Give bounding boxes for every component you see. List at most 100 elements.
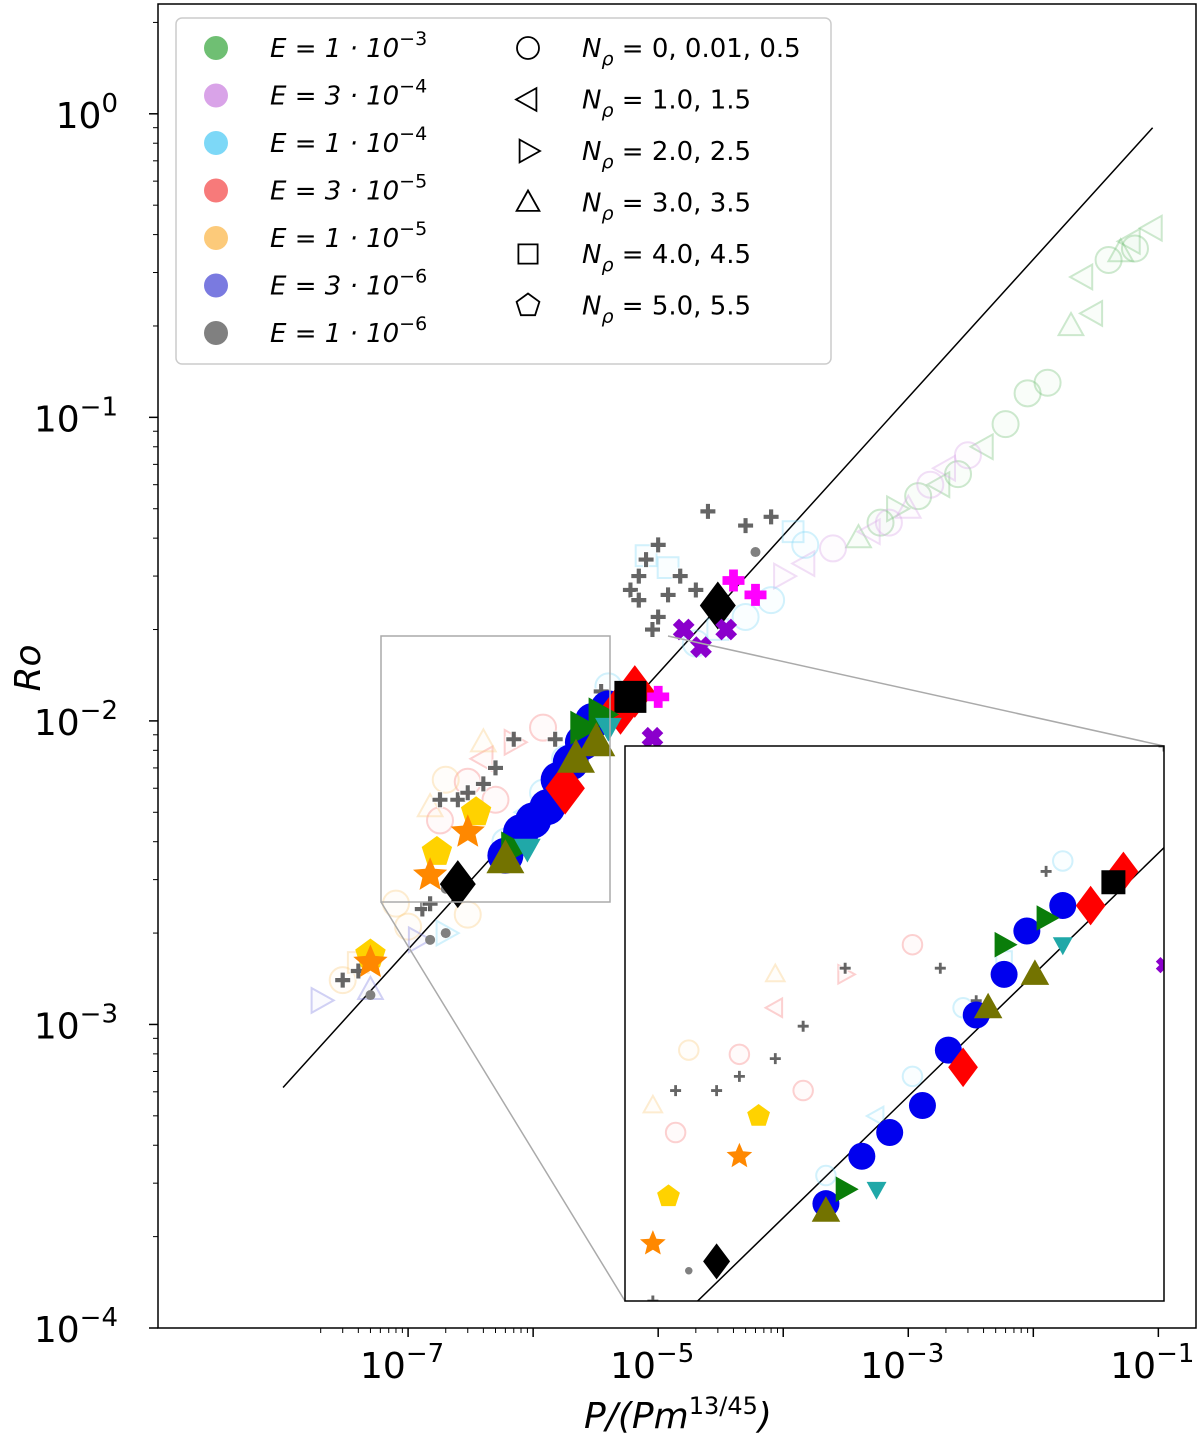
zoom-connector-top xyxy=(667,635,1165,747)
inset-point-e-1e-4-11 xyxy=(815,1164,837,1187)
data-point-magenta-1 xyxy=(744,583,767,606)
inset-series-olive xyxy=(811,959,1050,1222)
data-point-e-1e-3-6 xyxy=(1077,299,1104,328)
data-point-plus-22 xyxy=(737,517,755,535)
legend-marker-N-4 xyxy=(517,243,539,265)
inset-point-gold-1 xyxy=(657,1184,680,1207)
inset-point-black-0 xyxy=(703,1243,731,1280)
zoom-indicator xyxy=(380,635,1165,1302)
data-point-e-3e-5-2 xyxy=(468,744,494,773)
data-point-e-1e-4-14 xyxy=(781,520,805,544)
data-point-teal-1 xyxy=(595,717,622,742)
data-point-plus-16 xyxy=(649,536,667,554)
data-point-plus-15 xyxy=(637,551,655,569)
data-point-e-1e-6-4 xyxy=(750,547,761,558)
inset-point-e-1e-5-2 xyxy=(641,1093,664,1114)
legend-marker-E-1 xyxy=(204,83,228,108)
x-axis-label: P/(Pm13/45) xyxy=(584,1392,772,1437)
inset-point-e-3e-5-4 xyxy=(792,1079,814,1102)
inset-point-olive-2 xyxy=(973,992,1003,1019)
inset-series-E=1e-6 xyxy=(685,1267,693,1275)
plot-frame xyxy=(157,3,1197,1329)
data-point-magenta-2 xyxy=(647,685,670,708)
data-point-e-1e-5-2 xyxy=(416,792,445,818)
inset-point-green-2 xyxy=(1036,905,1060,931)
data-point-e-1e-3-7 xyxy=(1056,310,1086,337)
legend-marker-N-1 xyxy=(514,86,538,113)
data-point-e-3e-4-8 xyxy=(773,561,799,591)
data-point-e-1e-3-3 xyxy=(1120,234,1149,263)
data-point-plus-14 xyxy=(630,567,648,585)
data-point-e-1e-5-0 xyxy=(469,727,498,753)
inset-series-gold xyxy=(657,1104,770,1207)
inset-point-e-1e-4-6 xyxy=(1052,850,1074,872)
data-point-plus-17 xyxy=(659,586,677,604)
series-magenta xyxy=(647,569,767,708)
inset-point-olive-1 xyxy=(1020,959,1050,985)
inset-series-orange xyxy=(640,1142,753,1255)
inset-point-e-1e-4-9 xyxy=(901,1065,924,1088)
inset-series-E=1e-5 xyxy=(641,962,787,1114)
inset-point-plus-6 xyxy=(732,1069,746,1083)
data-point-plus-0 xyxy=(334,971,352,989)
inset-point-plus-5 xyxy=(710,1084,724,1098)
series-purple xyxy=(641,618,738,749)
main-data-layer xyxy=(282,127,1163,1088)
data-point-e-3e-4-4 xyxy=(874,508,903,537)
legend-label-N-5: Nρ = 5.0, 5.5 xyxy=(582,292,751,328)
data-point-plus-4 xyxy=(431,791,449,809)
inset-series-black xyxy=(703,870,1126,1280)
data-point-teal-0 xyxy=(514,838,541,863)
data-point-e-1e-5-7 xyxy=(394,912,423,941)
legend-marker-E-4 xyxy=(204,226,228,250)
data-point-e-1e-3-2 xyxy=(1115,227,1141,256)
data-point-black-2 xyxy=(614,680,647,713)
data-point-e-1e-3-1 xyxy=(1106,237,1135,263)
data-point-black-0 xyxy=(439,860,476,909)
inset-axes xyxy=(624,745,1165,1302)
inset-point-e-1e-5-0 xyxy=(764,962,787,983)
data-point-e-3e-4-1 xyxy=(930,454,956,483)
data-point-purple-1 xyxy=(672,618,695,641)
data-point-e-1e-4-13 xyxy=(791,530,820,559)
series-E=3e-5 xyxy=(426,713,558,835)
legend-label-N-3: Nρ = 3.0, 3.5 xyxy=(582,189,751,225)
data-point-plus-24 xyxy=(671,567,689,585)
data-point-plus-21 xyxy=(699,502,717,520)
tick-group: 10−7 10−5 10−3 10−1 10−4 10−3 10−2 10−1 100 xyxy=(34,21,1194,1387)
data-point-red-0 xyxy=(545,761,585,815)
y-tick-label-4: 100 xyxy=(56,89,118,137)
data-point-black-1 xyxy=(699,581,736,630)
data-point-e-1e-3-17 xyxy=(844,523,873,549)
data-point-e-3e-4-3 xyxy=(894,493,923,519)
x-tick-label-0: 10−7 xyxy=(360,1339,444,1387)
series-E=3e-6 xyxy=(310,925,434,1015)
data-point-plus-1 xyxy=(349,962,367,980)
legend-marker-E-5 xyxy=(204,273,228,298)
inset-point-green-1 xyxy=(994,931,1018,958)
data-point-e-1e-4-1 xyxy=(731,602,760,631)
data-point-e-3e-6-1 xyxy=(407,925,434,954)
inset-point-red-1 xyxy=(1075,885,1106,926)
legend-label-E-6: E = 1 · 10−6 xyxy=(270,313,427,349)
data-point-purple-2 xyxy=(715,618,738,641)
inset-point-plus-8 xyxy=(838,961,852,975)
legend-label-N-0: Nρ = 0, 0.01, 0.5 xyxy=(582,34,801,70)
inset-series-purple xyxy=(1155,957,1164,974)
data-point-e-1e-3-5 xyxy=(1068,262,1094,292)
data-point-e-1e-3-16 xyxy=(866,508,895,537)
inset-point-teal-1 xyxy=(1052,937,1073,956)
inset-data-layer xyxy=(640,746,1164,1301)
data-point-plus-5 xyxy=(449,791,467,809)
inset-point-plus-4 xyxy=(669,1084,683,1098)
data-point-plus-8 xyxy=(505,730,523,748)
series-olive xyxy=(486,722,616,874)
data-point-plus-25 xyxy=(630,591,648,609)
data-point-e-3e-6-0 xyxy=(310,986,336,1015)
series-E=3e-4 xyxy=(773,441,982,591)
series-plus xyxy=(334,502,780,989)
inset-point-purple-3 xyxy=(1155,957,1164,974)
data-point-e-1e-6-2 xyxy=(425,934,436,945)
data-point-e-1e-3-11 xyxy=(968,432,994,461)
